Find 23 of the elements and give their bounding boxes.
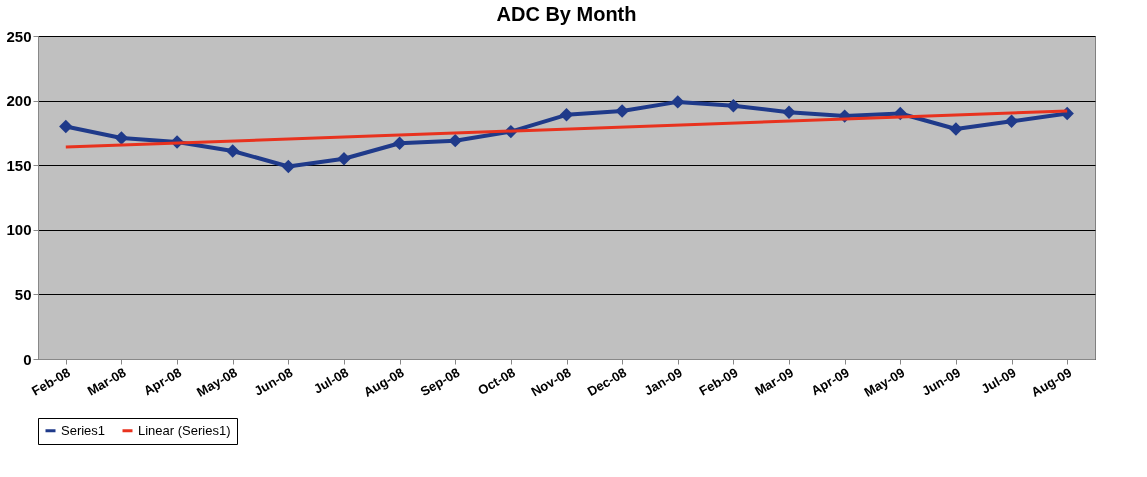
y-tick-label: 100 — [6, 221, 32, 239]
point — [782, 105, 796, 119]
point — [949, 122, 963, 136]
point — [671, 95, 685, 109]
y-tick-label: 200 — [6, 92, 32, 110]
point — [59, 119, 73, 134]
legend-label: Series1 — [61, 422, 106, 438]
y-tick-label: 50 — [14, 285, 32, 303]
point — [448, 133, 462, 148]
y-tick-label: 150 — [6, 156, 32, 174]
point — [114, 131, 129, 145]
y-tick-label: 250 — [6, 27, 32, 45]
y-tick-label: 0 — [23, 350, 32, 368]
legend-label: Linear (Series1) — [138, 422, 231, 438]
point — [615, 104, 629, 118]
point — [337, 152, 351, 166]
point — [559, 108, 574, 122]
point — [281, 159, 296, 174]
point — [1004, 114, 1019, 128]
point — [226, 144, 240, 158]
chart-title: ADC By Month — [496, 3, 637, 25]
point — [392, 136, 407, 150]
point — [726, 99, 741, 113]
